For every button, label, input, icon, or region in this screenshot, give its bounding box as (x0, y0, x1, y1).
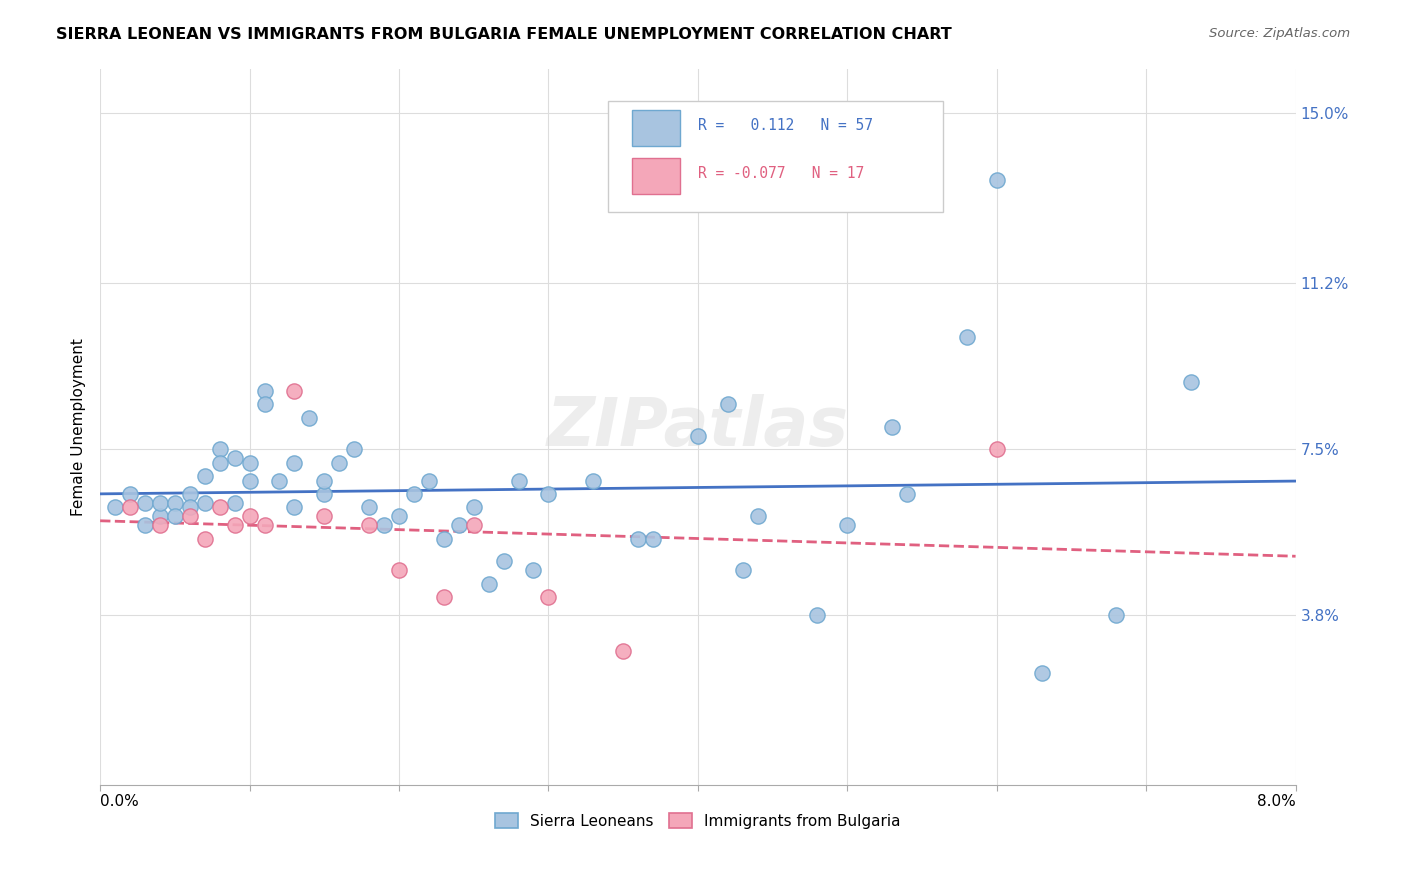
Point (283, 500, 305, 515)
Point (208, 442, 231, 457)
Point (447, 518, 470, 533)
Point (134, 518, 156, 533)
Y-axis label: Female Unemployment: Female Unemployment (72, 338, 86, 516)
Point (224, 496, 246, 510)
Point (388, 509, 411, 524)
Point (224, 518, 246, 533)
Point (1180, 375, 1202, 389)
Point (314, 487, 336, 501)
Point (896, 487, 918, 501)
Point (134, 496, 156, 510)
Text: ZIPatlas: ZIPatlas (547, 393, 849, 459)
Point (508, 474, 530, 488)
Point (388, 563, 411, 577)
Point (882, 419, 904, 434)
Point (269, 474, 291, 488)
Legend: Sierra Leoneans, Immigrants from Bulgaria: Sierra Leoneans, Immigrants from Bulgari… (489, 806, 907, 835)
Point (986, 442, 1008, 457)
Point (253, 397, 276, 411)
Point (238, 474, 260, 488)
Point (478, 576, 501, 591)
Point (104, 500, 127, 515)
Point (1105, 607, 1128, 622)
Point (522, 563, 544, 577)
Point (179, 509, 201, 524)
Point (118, 500, 141, 515)
Point (163, 509, 186, 524)
Bar (633, 158, 681, 194)
Text: Source: ZipAtlas.com: Source: ZipAtlas.com (1209, 27, 1350, 40)
Text: 0.0%: 0.0% (100, 794, 139, 809)
Point (208, 456, 231, 470)
Point (163, 496, 186, 510)
Point (463, 500, 485, 515)
Point (837, 518, 859, 533)
Point (118, 487, 141, 501)
Point (627, 532, 650, 546)
Point (359, 518, 381, 533)
Point (253, 518, 276, 533)
Point (433, 532, 456, 546)
Point (359, 500, 381, 515)
Point (238, 509, 260, 524)
FancyBboxPatch shape (609, 101, 943, 211)
Point (641, 532, 664, 546)
Text: SIERRA LEONEAN VS IMMIGRANTS FROM BULGARIA FEMALE UNEMPLOYMENT CORRELATION CHART: SIERRA LEONEAN VS IMMIGRANTS FROM BULGAR… (56, 27, 952, 42)
Point (402, 487, 425, 501)
Point (731, 563, 754, 577)
Point (194, 469, 217, 483)
Point (253, 384, 276, 398)
Text: R = -0.077   N = 17: R = -0.077 N = 17 (697, 166, 865, 181)
Point (686, 429, 709, 443)
Point (537, 487, 560, 501)
Point (1031, 666, 1053, 681)
Text: 8.0%: 8.0% (1257, 794, 1295, 809)
Point (328, 456, 350, 470)
Point (343, 442, 366, 457)
Point (582, 474, 605, 488)
Point (179, 500, 201, 515)
Point (283, 384, 305, 398)
Point (224, 451, 246, 466)
Point (314, 509, 336, 524)
Point (208, 500, 231, 515)
Point (418, 474, 440, 488)
Bar (633, 110, 681, 146)
Point (956, 330, 979, 344)
Point (537, 590, 560, 604)
Point (463, 518, 485, 533)
Point (283, 456, 305, 470)
Point (433, 590, 456, 604)
Point (179, 487, 201, 501)
Point (986, 173, 1008, 187)
Point (298, 410, 321, 425)
Point (717, 397, 740, 411)
Point (149, 518, 172, 533)
Point (149, 509, 172, 524)
Point (194, 532, 217, 546)
Point (373, 518, 395, 533)
Point (612, 644, 634, 658)
Point (149, 496, 172, 510)
Text: R =   0.112   N = 57: R = 0.112 N = 57 (697, 119, 873, 133)
Point (492, 554, 515, 568)
Point (747, 509, 769, 524)
Point (806, 607, 828, 622)
Point (194, 496, 217, 510)
Point (314, 474, 336, 488)
Point (238, 456, 260, 470)
